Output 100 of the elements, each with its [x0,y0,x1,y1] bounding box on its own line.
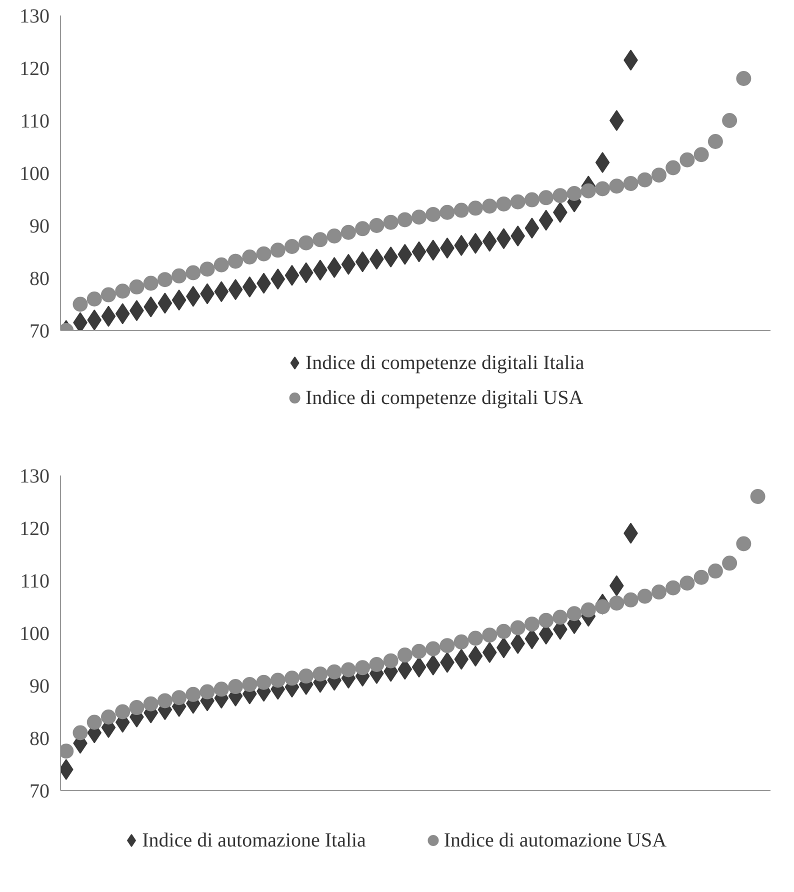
point [722,556,738,571]
point [566,606,582,622]
point [736,71,752,86]
point [482,628,498,643]
point [666,160,681,176]
point [129,279,144,294]
point [722,113,738,128]
point [355,221,370,236]
point [115,284,130,299]
y-tick-label: 100 [20,623,50,645]
y-tick-label: 70 [30,780,50,802]
y-tick-label: 130 [20,466,50,488]
point [623,176,638,191]
point [312,232,328,248]
point [256,246,272,262]
point [651,168,666,183]
point [326,228,342,244]
point [298,235,314,250]
point [468,200,483,216]
point [87,310,102,330]
point [284,239,300,254]
point [172,268,187,284]
legend-label: Indice di automazione Italia [142,830,366,852]
y-tick-label: 80 [30,268,50,290]
point [298,668,314,684]
point [510,620,526,636]
point [750,489,766,504]
point [609,178,624,194]
point [694,147,709,162]
point [426,641,441,656]
point [552,188,568,204]
point [595,152,610,173]
y-tick-label: 90 [30,676,50,698]
point [637,172,652,188]
point [595,181,610,196]
point [468,630,483,646]
point [115,704,130,720]
point [708,564,723,579]
point [440,638,455,654]
point [482,198,498,214]
point [129,700,144,716]
point [369,657,384,672]
point [694,570,709,585]
legend-label: Indice di competenze digitali Italia [305,352,584,374]
point [580,183,596,198]
point [157,693,172,708]
point [397,648,412,663]
point [496,196,512,212]
point [228,679,244,694]
point [666,580,681,596]
point [242,250,258,264]
point [186,265,201,280]
point [326,664,342,680]
point [580,602,596,618]
point [440,204,455,220]
point [172,690,187,706]
point [312,666,328,682]
point [454,202,469,218]
point [340,662,356,678]
point [397,212,412,228]
y-tick-label: 120 [20,58,50,80]
y-tick-label: 110 [20,110,50,132]
point [736,536,752,552]
point [510,194,526,210]
point [143,276,158,291]
point [86,292,102,306]
point [680,152,695,168]
point [680,576,695,591]
point [100,710,116,724]
point [270,242,286,258]
point [284,670,300,686]
y-tick-label: 120 [20,518,50,540]
point [143,696,158,712]
point [426,206,441,222]
point [637,588,652,604]
point [214,682,229,697]
point [355,660,370,676]
point [186,686,201,702]
point [72,296,88,312]
point [708,134,723,149]
point [496,624,512,639]
point [651,584,666,600]
point [369,218,384,233]
point [270,672,286,688]
point [242,676,258,692]
point [200,262,215,277]
point [100,287,116,302]
point [510,633,526,654]
y-tick-label: 70 [30,320,50,342]
point [510,226,526,246]
y-tick-label: 110 [20,570,50,592]
point [524,616,540,632]
point [609,110,624,131]
point [86,714,102,730]
point [595,599,610,614]
point [454,634,469,650]
legend-label: Indice di competenze digitali USA [305,387,584,409]
point [214,257,229,272]
y-tick-label: 130 [20,6,50,28]
point [256,674,272,690]
